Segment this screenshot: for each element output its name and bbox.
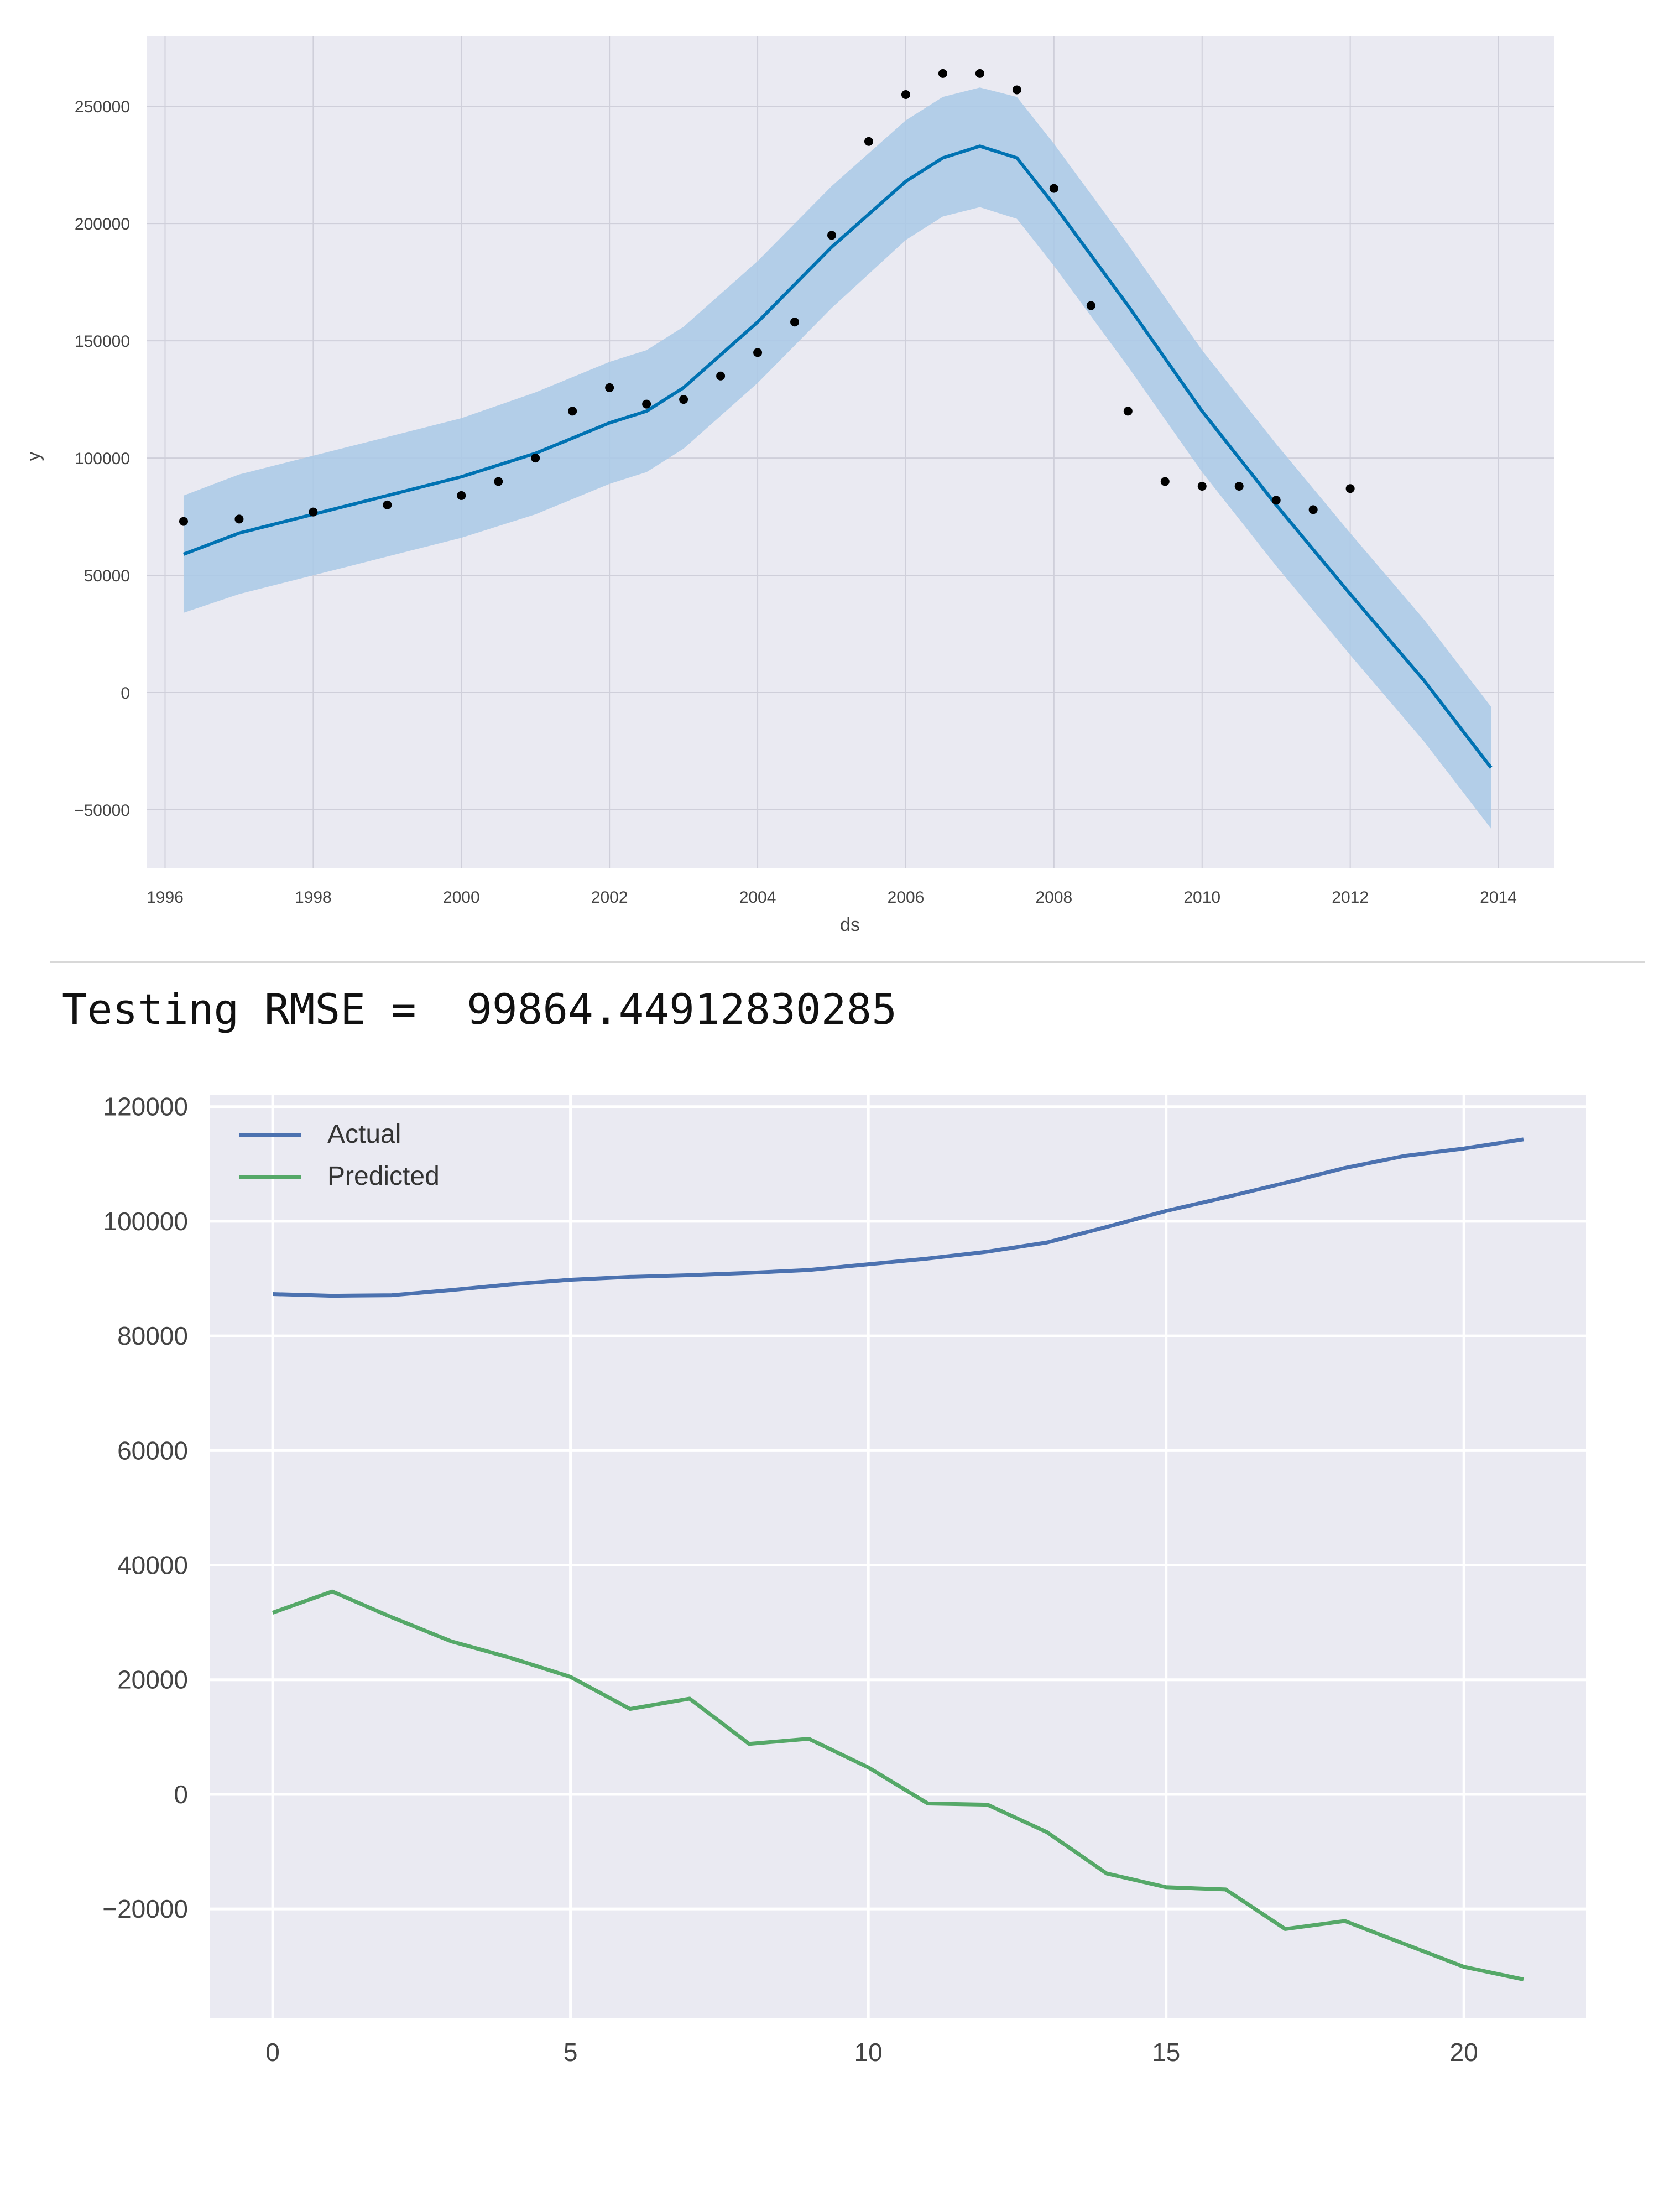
rmse-output: Testing RMSE = 99864.44912830285 xyxy=(62,985,897,1034)
observed-point xyxy=(716,371,726,381)
x-tick-label: 0 xyxy=(265,2038,280,2067)
forecast-chart: 1996 1998 2000 2002 2004 2006 2008 2010 2012 2014… xyxy=(23,36,1554,935)
x-tick-label: 2004 xyxy=(739,888,776,907)
observed-point xyxy=(1123,407,1133,416)
series-line-predicted xyxy=(272,1589,1524,1982)
y-tick-label: 200000 xyxy=(75,215,130,233)
cell-divider xyxy=(50,961,1645,963)
y-tick-label: 100000 xyxy=(75,450,130,468)
observed-point xyxy=(383,500,392,509)
y-tick-label: 100000 xyxy=(103,1207,189,1236)
observed-point xyxy=(1086,301,1095,310)
series-line-actual xyxy=(272,1137,1524,1298)
observed-point xyxy=(1345,484,1355,493)
x-tick-label: 1998 xyxy=(295,888,332,907)
y-tick-label: −50000 xyxy=(74,801,130,820)
x-tick-label: 2008 xyxy=(1035,888,1072,907)
observed-point xyxy=(605,383,614,392)
forecast-xlabel: ds xyxy=(840,914,860,935)
observed-point xyxy=(827,231,837,240)
y-tick-label: 0 xyxy=(121,684,130,702)
forecast-ylabel: y xyxy=(23,452,44,461)
y-tick-label: 250000 xyxy=(75,98,130,116)
x-tick-label: 10 xyxy=(854,2038,883,2067)
y-tick-label: 60000 xyxy=(117,1436,188,1465)
y-tick-label: 80000 xyxy=(117,1321,188,1350)
observed-point xyxy=(531,454,540,463)
x-tick-label: 2000 xyxy=(443,888,480,907)
y-tick-label: 0 xyxy=(174,1780,188,1809)
x-tick-label: 2014 xyxy=(1480,888,1517,907)
observed-point xyxy=(457,491,466,500)
observed-point xyxy=(753,348,763,357)
uncertainty-band xyxy=(183,87,1491,829)
observed-point xyxy=(901,90,910,99)
observed-point xyxy=(1012,85,1021,95)
observed-point xyxy=(494,477,503,486)
x-tick-label: 15 xyxy=(1152,2038,1180,2067)
observed-point xyxy=(938,69,947,78)
observed-point xyxy=(642,399,651,409)
y-tick-label: 50000 xyxy=(84,567,130,585)
y-tick-label: 20000 xyxy=(117,1665,188,1694)
observed-point xyxy=(179,517,188,526)
actual-vs-predicted-chart: 0 5 10 15 20 −20000 0 20000 40000 60000 80000 1000… xyxy=(102,1092,1586,2067)
observed-point xyxy=(975,69,984,78)
observed-point xyxy=(1234,481,1244,491)
legend-label-predicted: Predicted xyxy=(327,1162,440,1191)
observed-point xyxy=(568,407,577,416)
x-tick-label: 2006 xyxy=(888,888,925,907)
observed-point xyxy=(234,514,244,524)
x-tick-label: 1996 xyxy=(147,888,184,907)
forecast-line xyxy=(182,144,1493,769)
observed-point xyxy=(309,507,318,517)
comparison-plot-area xyxy=(210,1095,1586,2018)
x-tick-label: 2010 xyxy=(1183,888,1220,907)
observed-point xyxy=(864,137,873,146)
x-tick-label: 2002 xyxy=(591,888,628,907)
y-tick-label: 40000 xyxy=(117,1551,188,1580)
observed-point xyxy=(790,318,800,327)
observed-point xyxy=(1197,481,1207,491)
legend-label-actual: Actual xyxy=(327,1120,401,1149)
x-tick-label: 20 xyxy=(1450,2038,1478,2067)
observed-point xyxy=(1271,496,1281,505)
observed-point xyxy=(1049,184,1058,193)
observed-point xyxy=(1160,477,1170,486)
observed-point xyxy=(1308,505,1318,514)
chart-legend: Actual Predicted xyxy=(239,1120,440,1191)
observed-point xyxy=(679,395,688,404)
y-tick-label: −20000 xyxy=(102,1894,188,1923)
x-tick-label: 5 xyxy=(564,2038,578,2067)
x-tick-label: 2012 xyxy=(1332,888,1369,907)
y-tick-label: 120000 xyxy=(103,1092,189,1121)
y-tick-label: 150000 xyxy=(75,332,130,351)
